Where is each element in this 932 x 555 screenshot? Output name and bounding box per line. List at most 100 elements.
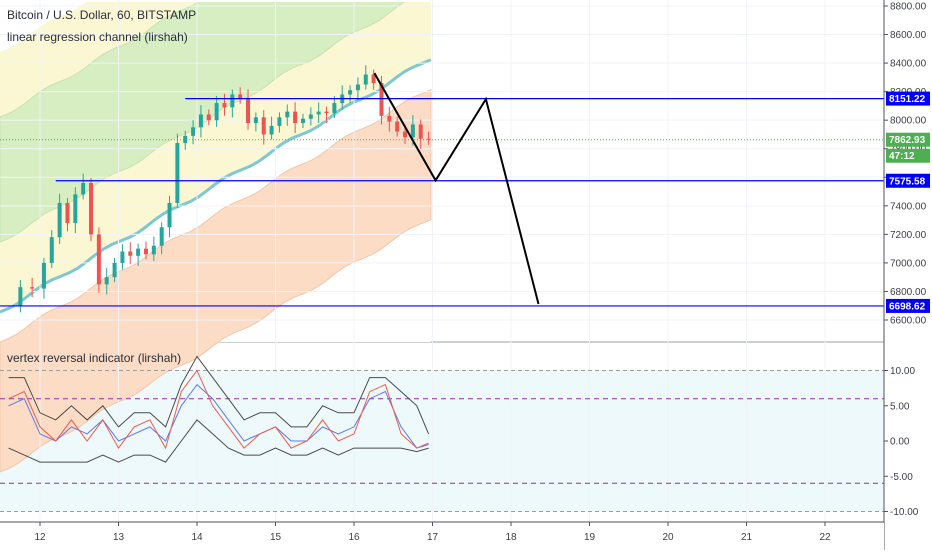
regression-channel: [0, 0, 432, 473]
candle-body: [379, 83, 384, 116]
candle-body: [89, 182, 94, 235]
candle-body: [18, 287, 23, 306]
time-tick-label: 12: [34, 532, 46, 543]
candle-body: [136, 248, 141, 256]
candle-body: [269, 125, 274, 135]
candle-body: [183, 135, 188, 144]
time-tick-label: 17: [427, 532, 439, 543]
grid: [0, 0, 884, 521]
level-tag: 8151.22: [889, 94, 926, 105]
time-tick-label: 21: [741, 532, 753, 543]
candle-body: [387, 115, 392, 122]
candle-body: [348, 90, 353, 95]
countdown-tag-bg: [886, 148, 930, 163]
level-tag-bg: [886, 91, 930, 106]
candle-body: [128, 251, 133, 256]
candle-body: [300, 118, 305, 124]
time-tick-label: 22: [819, 532, 831, 543]
price-axis-bg: [884, 0, 932, 550]
candle-body: [159, 227, 164, 246]
candle-body: [222, 103, 227, 108]
time-tick-label: 16: [348, 532, 360, 543]
price-tick-label: 8000.00: [890, 116, 927, 127]
current-price-tag-bg: [886, 132, 930, 147]
symbol-title: Bitcoin / U.S. Dollar, 60, BITSTAMP: [7, 8, 197, 22]
time-tick-label: 18: [505, 532, 517, 543]
candle-body: [246, 98, 251, 124]
osc-tick-label: 10.00: [890, 366, 915, 377]
price-tick-label: 6800.00: [890, 287, 927, 298]
price-tick-label: 7000.00: [890, 258, 927, 269]
indicator-title: linear regression channel (lirshah): [7, 30, 188, 44]
candle-body: [253, 117, 258, 124]
regression-line: [0, 58, 432, 314]
candle-body: [230, 94, 235, 108]
candle-body: [57, 202, 62, 238]
candle-body: [261, 117, 266, 135]
level-tag: 7575.58: [889, 176, 926, 187]
candle-body: [41, 262, 46, 289]
candle-body: [96, 234, 101, 285]
oscillator-line: [8, 355, 430, 435]
candle-body: [418, 124, 423, 139]
level-tag-bg: [886, 173, 930, 188]
horizontal-levels: [0, 97, 884, 307]
candle-body: [104, 277, 109, 285]
candle-body: [198, 114, 203, 128]
candle-body: [214, 103, 219, 121]
countdown-tag: 47:12: [889, 151, 915, 162]
channel-upper-band: [0, 0, 409, 243]
candle-body: [308, 114, 313, 119]
level-tag-bg: [886, 298, 930, 313]
oscillator-pane: [0, 355, 884, 512]
candle-body: [143, 248, 148, 255]
candle-body: [120, 251, 125, 263]
time-axis-bg: [0, 523, 884, 550]
level-tag: 6698.62: [889, 301, 926, 312]
time-tick-label: 14: [191, 532, 203, 543]
time-tick-label: 20: [662, 532, 674, 543]
candle-body: [285, 111, 290, 118]
oscillator-title: vertex reversal indicator (lirshah): [7, 351, 182, 365]
oscillator-band-fill: [0, 370, 884, 512]
channel-top-clip: [0, 0, 431, 2]
candle-body: [316, 111, 321, 115]
osc-tick-label: -5.00: [890, 472, 913, 483]
oscillator-line: [8, 419, 429, 463]
osc-tick-label: 5.00: [890, 401, 910, 412]
time-tick-label: 15: [270, 532, 282, 543]
candle-body: [371, 74, 376, 84]
candle-body: [81, 182, 86, 195]
candle-body: [332, 103, 337, 114]
candles: [18, 65, 431, 313]
candle-body: [65, 202, 70, 223]
osc-tick-label: -10.00: [890, 507, 919, 518]
price-axis: 8800.008600.008400.008200.008000.007800.…: [883, 0, 932, 550]
candle-body: [49, 237, 54, 263]
candle-body: [403, 131, 408, 138]
time-tick-label: 13: [113, 532, 125, 543]
price-tick-label: 7200.00: [890, 230, 927, 241]
candle-body: [238, 94, 243, 99]
price-tick-label: 8400.00: [890, 59, 927, 70]
price-tick-label: 7400.00: [890, 201, 927, 212]
candle-body: [410, 124, 415, 138]
candle-body: [206, 114, 211, 121]
oscillator-line: [8, 369, 429, 450]
price-tick-label: 8600.00: [890, 30, 927, 41]
candle-body: [112, 262, 117, 278]
current-price-tag: 7862.93: [889, 135, 926, 146]
candle-body: [355, 84, 360, 91]
candle-body: [324, 111, 329, 114]
zigzag-line: [373, 72, 540, 305]
candle-body: [30, 287, 35, 289]
candle-body: [395, 121, 400, 132]
candle-body: [175, 143, 180, 203]
osc-tick-label: 0.00: [890, 437, 910, 448]
candle-body: [293, 111, 298, 124]
candle-body: [151, 245, 156, 255]
candle-body: [73, 194, 78, 223]
candle-body: [363, 74, 368, 85]
